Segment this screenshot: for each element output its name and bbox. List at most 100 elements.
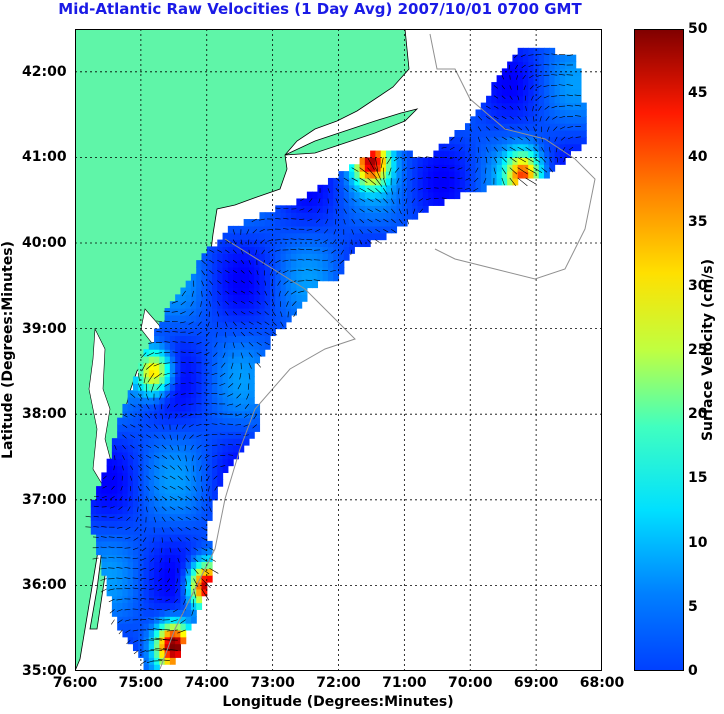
velocity-cell	[301, 232, 308, 241]
velocity-cell	[570, 88, 577, 97]
velocity-arrow	[172, 609, 178, 613]
velocity-arrow	[122, 413, 128, 418]
velocity-arrow	[375, 187, 382, 194]
velocity-arrow	[434, 166, 439, 168]
velocity-cell	[169, 616, 176, 624]
velocity-cell	[117, 616, 124, 624]
velocity-cell	[491, 130, 498, 138]
velocity-cell	[132, 465, 139, 474]
velocity-cell	[501, 123, 508, 131]
velocity-cell	[522, 136, 529, 145]
velocity-arrow	[278, 290, 281, 297]
velocity-arrow	[128, 496, 131, 502]
velocity-cell	[212, 472, 218, 480]
velocity-cell	[275, 273, 282, 282]
velocity-arrow	[264, 321, 270, 325]
velocity-cell	[417, 157, 424, 165]
velocity-cell	[559, 88, 566, 97]
velocity-arrow	[206, 475, 210, 481]
velocity-cell	[101, 472, 108, 480]
velocity-cell	[175, 438, 181, 446]
velocity-cell	[117, 499, 124, 508]
velocity-arrow	[114, 444, 117, 450]
velocity-arrow	[172, 341, 178, 343]
velocity-arrow	[161, 537, 164, 543]
velocity-cell	[132, 403, 139, 412]
velocity-arrow	[138, 455, 143, 459]
velocity-cell	[327, 191, 334, 200]
velocity-cell	[359, 205, 366, 213]
velocity-arrow	[359, 218, 365, 224]
velocity-arrow	[150, 649, 162, 651]
velocity-cell	[206, 321, 213, 330]
velocity-cell	[296, 301, 303, 309]
velocity-cell	[201, 260, 208, 268]
velocity-cell	[122, 479, 129, 487]
velocity-cell	[159, 581, 166, 590]
velocity-arrow	[201, 526, 207, 531]
velocity-cell	[570, 143, 577, 152]
velocity-arrow	[383, 208, 389, 213]
velocity-cell	[185, 513, 192, 521]
velocity-cell	[512, 109, 519, 117]
velocity-cell	[464, 123, 471, 131]
velocity-cell	[190, 424, 197, 432]
velocity-cell	[222, 451, 229, 460]
velocity-cell	[565, 136, 571, 145]
velocity-arrow	[140, 608, 147, 610]
velocity-arrow	[566, 105, 574, 107]
velocity-cell	[127, 561, 134, 569]
velocity-cell	[127, 458, 134, 467]
velocity-cell	[243, 301, 250, 309]
velocity-cell	[206, 280, 213, 289]
velocity-cell	[159, 390, 166, 398]
velocity-arrow	[533, 167, 543, 174]
velocity-cell	[175, 390, 181, 398]
velocity-arrow	[201, 506, 206, 512]
velocity-cell	[169, 623, 176, 631]
velocity-cell	[475, 157, 482, 165]
velocity-cell	[559, 68, 566, 76]
velocity-arrow	[150, 383, 155, 393]
velocity-cell	[164, 513, 171, 521]
velocity-arrow	[137, 383, 142, 391]
velocity-arrow	[145, 434, 152, 438]
velocity-cell	[227, 246, 234, 254]
velocity-arrow	[529, 85, 534, 90]
velocity-cell	[227, 280, 234, 289]
velocity-cell	[454, 177, 461, 186]
velocity-cell	[132, 623, 139, 631]
velocity-cell	[190, 602, 197, 610]
velocity-cell	[248, 294, 255, 302]
velocity-cell	[148, 534, 155, 542]
velocity-arrow	[468, 147, 471, 153]
velocity-arrow	[232, 290, 238, 294]
velocity-cell	[233, 328, 239, 337]
velocity-cell	[248, 355, 255, 364]
velocity-cell	[570, 130, 577, 138]
velocity-arrow	[256, 280, 260, 285]
velocity-cell	[148, 629, 155, 638]
velocity-arrow	[543, 64, 550, 66]
velocity-cell	[549, 95, 556, 104]
velocity-cell	[549, 75, 556, 83]
velocity-cell	[190, 349, 197, 357]
velocity-cell	[301, 225, 308, 234]
velocity-cell	[175, 520, 181, 528]
velocity-cell	[470, 123, 477, 131]
velocity-cell	[175, 547, 181, 556]
velocity-cell	[285, 260, 292, 268]
velocity-cell	[396, 150, 403, 158]
velocity-cell	[169, 410, 176, 419]
velocity-arrow	[163, 362, 170, 364]
colorbar-tick-label: 20	[688, 406, 708, 423]
velocity-cell	[201, 349, 208, 357]
velocity-cell	[549, 109, 556, 117]
velocity-cell	[111, 540, 118, 549]
velocity-cell	[443, 157, 450, 165]
velocity-cell	[470, 171, 477, 179]
velocity-cell	[243, 424, 250, 432]
velocity-arrow	[185, 465, 189, 472]
velocity-cell	[480, 109, 487, 117]
velocity-arrow	[390, 188, 394, 195]
